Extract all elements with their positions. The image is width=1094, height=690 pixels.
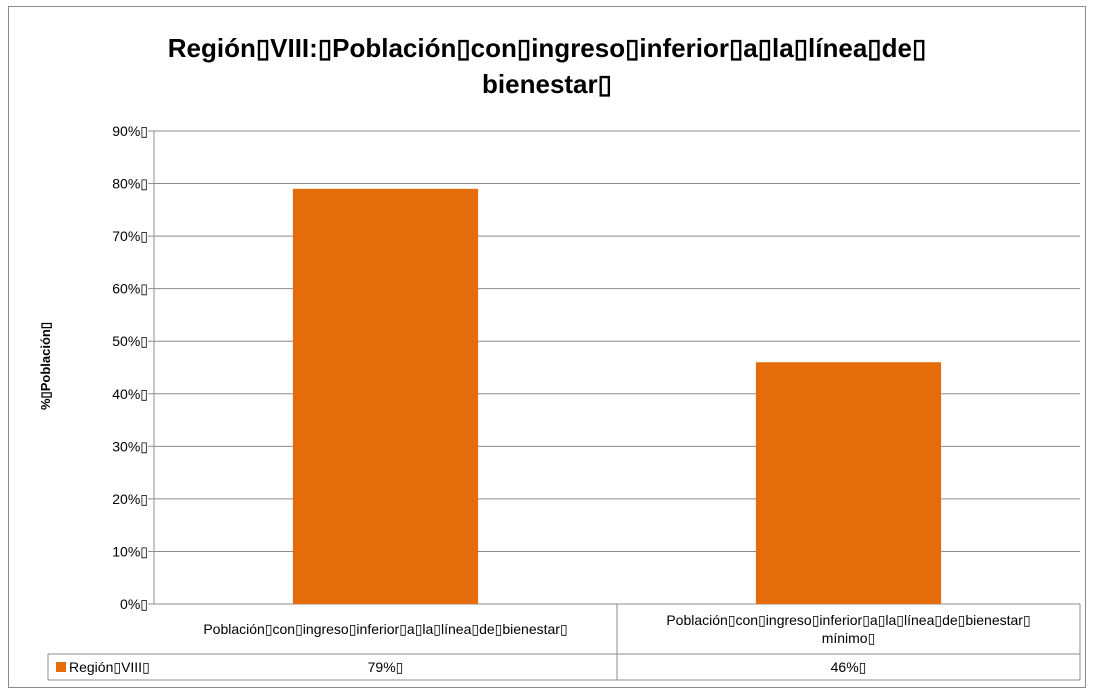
legend-swatch [56, 662, 66, 672]
y-tick-label: 70%▯ [112, 228, 148, 244]
bars [292, 188, 942, 605]
y-tick-label: 20%▯ [112, 491, 148, 507]
legend-label: Región▯VIII▯ [69, 659, 150, 675]
data-table: Población▯con▯ingreso▯inferior▯a▯la▯líne… [47, 604, 1081, 681]
data-table-value: 46%▯ [831, 659, 867, 675]
y-tick-label: 0%▯ [120, 596, 148, 612]
bar [292, 188, 479, 605]
y-tick-label: 10%▯ [112, 543, 148, 559]
y-tick-label: 80%▯ [112, 176, 148, 192]
x-category-label: Población▯con▯ingreso▯inferior▯a▯la▯líne… [203, 621, 567, 637]
y-tick-labels: 0%▯ 10%▯ 20%▯ 30%▯ 40%▯ 50%▯ 60%▯ 70%▯ 80%▯ 90%▯ [112, 123, 148, 612]
data-table-value: 79%▯ [368, 659, 404, 675]
bar [755, 362, 942, 604]
chart-title: Región▯VIII:▯Población▯con▯ingreso▯infer… [167, 33, 927, 99]
y-tick-label: 60%▯ [112, 281, 148, 297]
y-tick-label: 50%▯ [112, 333, 148, 349]
y-tick-label: 30%▯ [112, 438, 148, 454]
x-category-label: mínimo▯ [822, 630, 876, 646]
y-tick-label: 90%▯ [112, 123, 148, 139]
x-category-label: Población▯con▯ingreso▯inferior▯a▯la▯líne… [666, 612, 1030, 628]
y-tick-label: 40%▯ [112, 386, 148, 402]
